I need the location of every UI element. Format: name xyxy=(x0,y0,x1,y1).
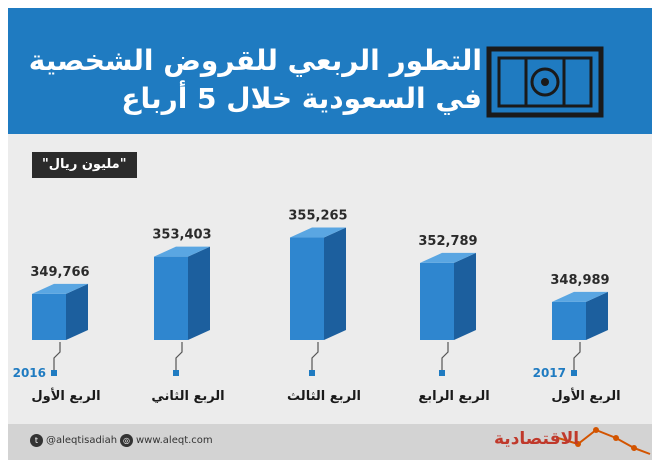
connector-marker xyxy=(571,370,577,376)
value-label: 349,766 xyxy=(30,265,89,280)
twitter-handle: @aleqtisadiah xyxy=(46,435,118,446)
bar-3: 355,265 الربع الثالث xyxy=(287,209,361,404)
twitter-icon: t xyxy=(30,434,43,447)
bar-connector xyxy=(441,342,449,370)
infographic: التطور الربعي للقروض الشخصية في السعودية… xyxy=(8,8,652,460)
bar-front xyxy=(154,256,188,340)
connector-marker xyxy=(309,370,315,376)
bar-connector xyxy=(53,342,61,370)
connector-marker xyxy=(173,370,179,376)
bar-front xyxy=(290,237,324,340)
bar-top xyxy=(420,252,476,263)
year-label: 2016 xyxy=(13,366,46,380)
bar-side xyxy=(66,283,88,340)
bar-top xyxy=(552,291,608,302)
quarter-label: الربع الثالث xyxy=(287,389,361,404)
bar-top xyxy=(290,227,346,238)
quarter-label: الربع الثاني xyxy=(151,389,224,404)
year-label: 2017 xyxy=(533,366,566,380)
brand-logo: الاقتصادية xyxy=(494,429,580,449)
bar-4: 353,403 الربع الثاني xyxy=(151,228,224,404)
quarter-label: الربع الأول xyxy=(551,387,620,404)
title-line-1: التطور الربعي للقروض الشخصية xyxy=(28,44,482,77)
value-label: 355,265 xyxy=(288,209,347,224)
bar-front xyxy=(420,262,454,340)
unit-label: "مليون ريال" xyxy=(32,152,137,178)
value-label: 353,403 xyxy=(152,228,211,243)
bar-top xyxy=(32,283,88,294)
quarter-label: الربع الأول xyxy=(31,387,100,404)
bar-side xyxy=(324,227,346,340)
footer-bar: t @aleqtisadiah ◎ www.aleqt.com الاقتصاد… xyxy=(8,424,652,460)
value-label: 352,789 xyxy=(418,234,477,249)
money-bill-icon xyxy=(486,46,604,118)
bar-front xyxy=(552,301,586,340)
connector-marker xyxy=(51,370,57,376)
value-label: 348,989 xyxy=(550,273,609,288)
header-banner: التطور الربعي للقروض الشخصية في السعودية… xyxy=(8,8,652,134)
trend-line-decoration xyxy=(558,427,651,455)
bar-front xyxy=(32,293,66,340)
website-link[interactable]: www.aleqt.com xyxy=(136,435,213,446)
connector-marker xyxy=(439,370,445,376)
title-line-2: في السعودية خلال 5 أرباع xyxy=(121,82,482,115)
bar-top xyxy=(154,246,210,257)
bar-1: 348,989 2017 الربع الأول xyxy=(533,273,621,404)
bar-5: 349,766 2016 الربع الأول xyxy=(13,265,101,404)
bar-connector xyxy=(311,342,319,370)
bar-2: 352,789 الربع الرابع xyxy=(418,234,489,404)
bar-side xyxy=(586,291,608,340)
bar-connector xyxy=(175,342,183,370)
quarter-label: الربع الرابع xyxy=(418,389,489,404)
globe-icon: ◎ xyxy=(120,434,133,447)
bar-side xyxy=(454,252,476,340)
bar-chart: 348,989 2017 الربع الأول 352,789 الربع الراب… xyxy=(13,209,621,404)
bar-side xyxy=(188,246,210,340)
bar-connector xyxy=(573,342,581,370)
